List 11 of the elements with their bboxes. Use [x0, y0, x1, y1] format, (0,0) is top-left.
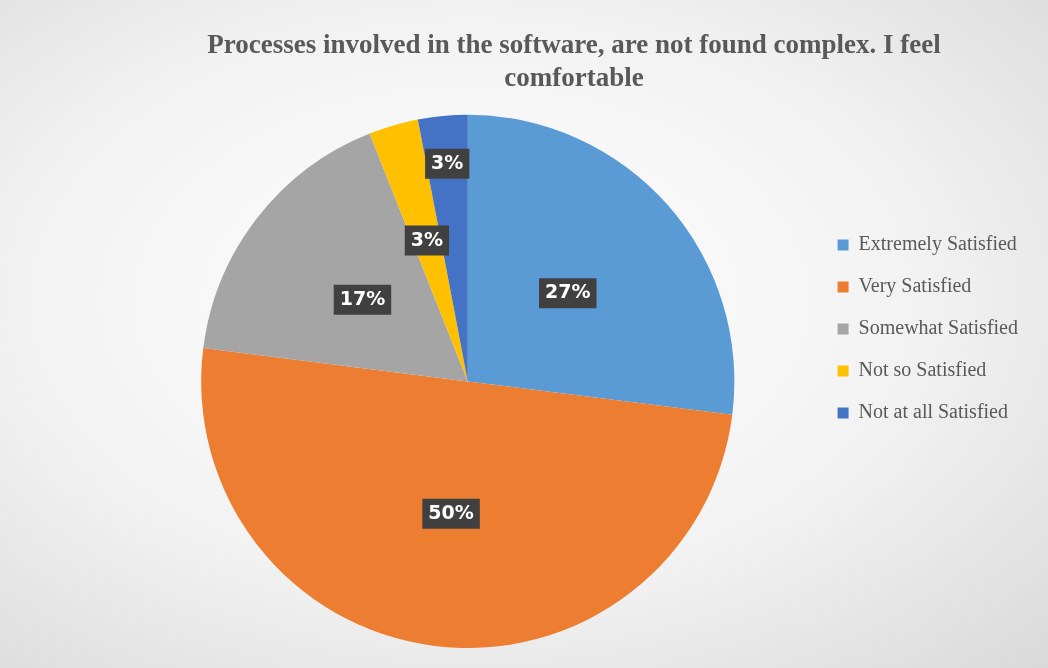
- data-label: 3%: [410, 227, 444, 250]
- legend-label: Not so Satisfied: [858, 358, 987, 381]
- legend-label: Very Satisfied: [858, 274, 972, 298]
- legend-label: Somewhat Satisfied: [858, 316, 1019, 339]
- legend-label: Not at all Satisfied: [858, 400, 1008, 423]
- legend-label: Extremely Satisfied: [858, 232, 1017, 256]
- data-label: 17%: [339, 286, 386, 309]
- data-label: 50%: [428, 500, 474, 523]
- data-label: 27%: [545, 280, 591, 303]
- chart-title: Processes involved in the software, are not found complex. I feel comfortable: [207, 29, 942, 92]
- data-label: 3%: [431, 150, 464, 173]
